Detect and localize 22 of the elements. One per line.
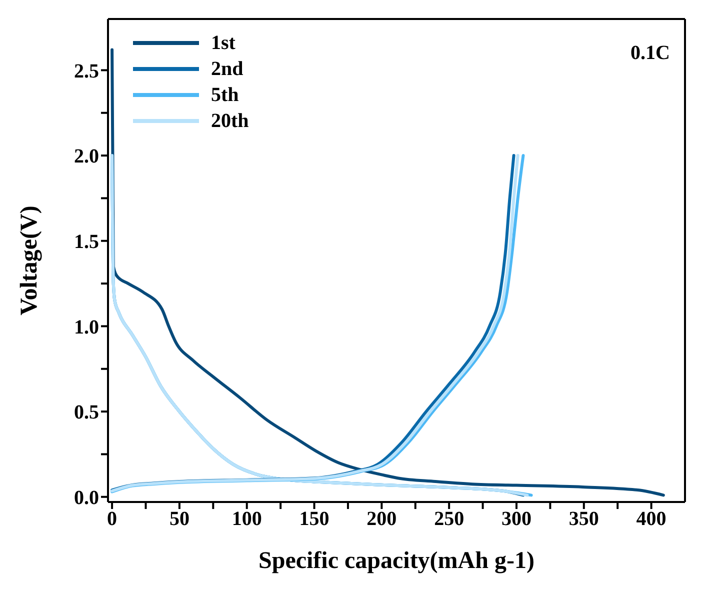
x-axis-title: Specific capacity(mAh g-1) <box>258 548 534 574</box>
legend-label: 1st <box>211 32 236 54</box>
y-axis-title: Voltage(V) <box>16 206 43 316</box>
x-tick-label: 50 <box>169 508 190 530</box>
annotation: 0.1C <box>630 42 670 65</box>
x-tick-label: 150 <box>299 508 330 530</box>
x-tick-label: 300 <box>501 508 532 530</box>
x-tick-label: 100 <box>232 508 262 530</box>
y-tick-label: 1.5 <box>74 230 99 253</box>
y-tick-label: 0.5 <box>74 402 99 424</box>
y-tick-label: 0.0 <box>74 486 99 509</box>
x-tick-label: 350 <box>568 508 599 530</box>
y-tick-label: 1.0 <box>74 316 99 338</box>
legend-label: 2nd <box>211 58 244 80</box>
x-tick-label: 200 <box>366 508 397 530</box>
x-tick-label: 250 <box>434 508 464 530</box>
y-tick-label: 2.5 <box>74 60 99 82</box>
y-tick-label: 2.0 <box>74 146 99 168</box>
legend-label: 20th <box>211 110 249 132</box>
legend-label: 5th <box>211 84 239 106</box>
x-tick-label: 0 <box>107 508 118 530</box>
x-tick-label: 400 <box>636 508 666 530</box>
